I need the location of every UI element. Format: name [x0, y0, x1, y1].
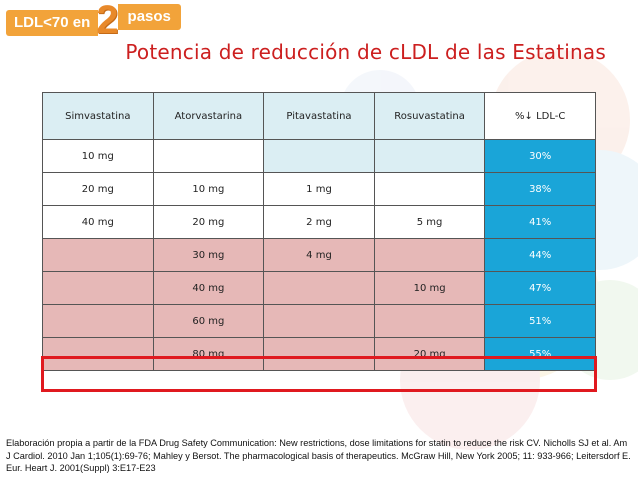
table-cell: 80 mg — [152, 337, 265, 371]
table-cell: 20 mg — [152, 205, 265, 239]
table-cell: 20 mg — [373, 337, 486, 371]
table-cell: 2 mg — [263, 205, 375, 239]
table-cell: 40 mg — [152, 271, 265, 305]
table-row: 40 mg 20 mg 2 mg 5 mg 41% — [42, 205, 596, 239]
header-simvastatina: Simvastatina — [42, 92, 154, 140]
statin-table: Simvastatina Atorvastarina Pitavastatina… — [42, 92, 596, 371]
table-cell — [263, 337, 375, 371]
table-row: 20 mg 10 mg 1 mg 38% — [42, 172, 596, 206]
table-row: 60 mg 51% — [42, 304, 596, 338]
header-ldl-reduction: %↓ LDL-C — [484, 92, 596, 140]
logo: LDL<70 en 2 pasos — [6, 0, 181, 42]
table-cell: 10 mg — [373, 271, 486, 305]
table-cell: 60 mg — [152, 304, 265, 338]
table-cell: 20 mg — [42, 172, 154, 206]
table-cell-percent: 55% — [484, 337, 596, 371]
footnote: Elaboración propia a partir de la FDA Dr… — [6, 438, 631, 473]
table-row: 10 mg 30% — [42, 139, 596, 173]
header-atorvastarina: Atorvastarina — [152, 92, 265, 140]
table-cell — [42, 238, 154, 272]
table-row: 40 mg 10 mg 47% — [42, 271, 596, 305]
logo-left: LDL<70 en — [6, 10, 99, 36]
table-cell — [152, 139, 265, 173]
table-header-row: Simvastatina Atorvastarina Pitavastatina… — [42, 92, 596, 140]
table-cell-percent: 44% — [484, 238, 596, 272]
table-cell — [42, 337, 154, 371]
table-cell: 10 mg — [152, 172, 265, 206]
logo-right: pasos — [117, 4, 181, 30]
table-cell-percent: 38% — [484, 172, 596, 206]
table-cell — [373, 172, 486, 206]
slide-title: Potencia de reducción de cLDL de las Est… — [125, 40, 606, 64]
table-cell — [263, 271, 375, 305]
table-cell-percent: 47% — [484, 271, 596, 305]
table-cell: 1 mg — [263, 172, 375, 206]
table-cell: 10 mg — [42, 139, 154, 173]
table-cell-percent: 30% — [484, 139, 596, 173]
table-cell: 5 mg — [373, 205, 486, 239]
table-row: 30 mg 4 mg 44% — [42, 238, 596, 272]
table-cell — [263, 304, 375, 338]
table-cell — [263, 139, 375, 173]
table-cell — [42, 304, 154, 338]
table-cell: 40 mg — [42, 205, 154, 239]
table-cell — [373, 304, 486, 338]
table-cell-percent: 51% — [484, 304, 596, 338]
table-cell-percent: 41% — [484, 205, 596, 239]
table-cell — [373, 238, 486, 272]
table-cell — [373, 139, 486, 173]
table-cell: 30 mg — [152, 238, 265, 272]
table-cell — [42, 271, 154, 305]
table-row-highlighted: 80 mg 20 mg 55% — [42, 337, 596, 371]
header-rosuvastatina: Rosuvastatina — [373, 92, 486, 140]
table-cell: 4 mg — [263, 238, 375, 272]
header-pitavastatina: Pitavastatina — [263, 92, 375, 140]
logo-number: 2 — [96, 0, 119, 42]
